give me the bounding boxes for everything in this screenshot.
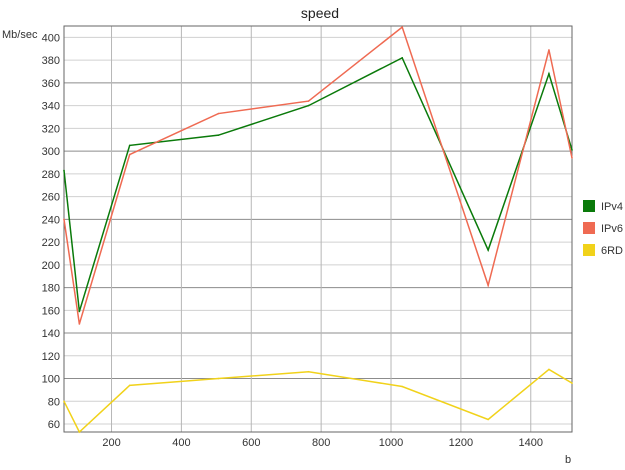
x-axis-label: b <box>565 454 571 466</box>
x-tick-label-400: 400 <box>172 437 190 449</box>
series-point-6rd-1 <box>78 431 81 433</box>
series-point-ipv4-5 <box>401 57 404 59</box>
y-tick-label-160: 160 <box>42 305 60 317</box>
y-tick-label-140: 140 <box>42 328 60 340</box>
x-tick-label-600: 600 <box>242 437 260 449</box>
series-point-ipv6-2 <box>128 153 131 156</box>
y-tick-label-120: 120 <box>42 351 60 363</box>
legend-swatch-ipv6 <box>583 222 595 234</box>
series-point-6rd-4 <box>307 370 310 373</box>
y-tick-label-400: 400 <box>42 32 60 44</box>
y-tick-label-360: 360 <box>42 78 60 90</box>
y-tick-label-60: 60 <box>48 419 60 431</box>
series-point-ipv6-8 <box>571 157 573 159</box>
series-point-ipv6-5 <box>401 26 404 28</box>
y-tick-label-380: 380 <box>42 55 60 67</box>
series-point-6rd-5 <box>401 385 404 388</box>
series-point-ipv4-4 <box>307 104 310 107</box>
y-tick-label-260: 260 <box>42 192 60 204</box>
series-point-ipv6-4 <box>307 100 310 102</box>
y-tick-label-100: 100 <box>42 374 60 386</box>
series-point-ipv6-3 <box>217 112 220 115</box>
series-point-ipv4-0 <box>63 169 65 172</box>
plot-border <box>63 25 573 433</box>
series-point-6rd-3 <box>217 377 220 380</box>
y-tick-label-340: 340 <box>42 101 60 113</box>
legend-label-6rd: 6RD <box>601 245 623 257</box>
series-point-ipv6-6 <box>487 284 489 287</box>
y-tick-label-200: 200 <box>42 260 60 272</box>
x-tick-label-1400: 1400 <box>519 437 543 449</box>
x-tick-label-200: 200 <box>102 437 120 449</box>
y-tick-label-240: 240 <box>42 214 60 226</box>
series-point-ipv6-1 <box>78 323 81 325</box>
series-point-6rd-8 <box>571 382 573 384</box>
x-tick-label-1200: 1200 <box>449 437 473 449</box>
series-point-ipv6-7 <box>548 49 550 51</box>
x-tick-label-800: 800 <box>312 437 330 449</box>
y-tick-label-280: 280 <box>42 169 60 181</box>
series-point-6rd-6 <box>487 418 489 421</box>
legend-swatch-ipv4 <box>583 200 595 212</box>
series-point-ipv4-8 <box>571 149 573 151</box>
legend-label-ipv6: IPv6 <box>601 223 623 235</box>
y-tick-label-220: 220 <box>42 237 60 249</box>
y-tick-label-320: 320 <box>42 123 60 135</box>
series-point-ipv6-0 <box>63 218 65 221</box>
plot-layer: 60 80 100 120 140 160 180 200 220 240 260 280 300 320… <box>42 25 573 449</box>
legend-label-ipv4: IPv4 <box>601 201 623 213</box>
y-tick-label-300: 300 <box>42 146 60 158</box>
y-axis-label: Mb/sec <box>2 29 38 41</box>
series-point-6rd-7 <box>548 368 550 371</box>
legend: IPv4 IPv6 6RD <box>583 200 623 257</box>
series-point-ipv4-6 <box>487 249 489 251</box>
y-tick-label-80: 80 <box>48 396 60 408</box>
legend-swatch-6rd <box>583 244 595 256</box>
chart-title: speed <box>301 5 339 21</box>
series-point-ipv4-7 <box>548 72 550 75</box>
series-point-ipv4-1 <box>78 310 81 313</box>
series-point-6rd-2 <box>128 384 131 387</box>
series-point-ipv4-2 <box>128 144 131 147</box>
y-tick-label-180: 180 <box>42 283 60 295</box>
series-point-ipv4-3 <box>217 134 220 136</box>
x-tick-label-1000: 1000 <box>379 437 403 449</box>
series-point-6rd-0 <box>63 400 65 403</box>
